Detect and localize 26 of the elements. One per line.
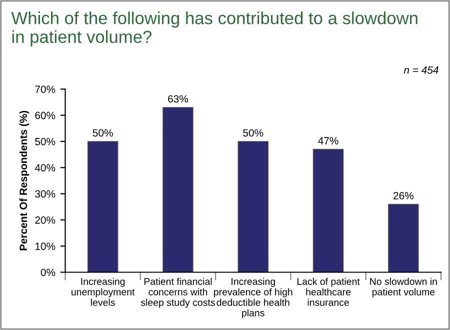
bar [312,148,344,272]
y-tick-label: 70% [35,86,56,93]
bar [162,107,194,272]
x-tick-label: Patient financial concerns with sleep study costs [140,278,215,308]
bar [87,141,118,272]
data-label: 63% [168,95,188,103]
x-tick-label: Lack of patient healthcare insurance [297,278,360,306]
bar [238,141,269,272]
data-label: 47% [318,137,338,144]
y-tick-label: 60% [35,112,56,120]
text: n = 454 [404,66,438,74]
data-label: 50% [243,129,264,137]
bar [388,204,419,272]
x-tick-label: Increasing unemployment levels [72,278,135,306]
x-tick-label: Increasing prevalence of high deductible health plans [214,278,292,318]
y-tick-label: 0% [40,268,56,276]
y-axis-title: Percent Of Respondents (%) [19,110,30,250]
data-label: 26% [394,192,414,200]
chart-title: Which of the following has contributed to a slowdown in patient volume? [11,12,418,46]
y-tick-label: 30% [35,190,56,198]
y-tick-label: 20% [35,216,56,224]
y-tick-label: 40% [34,164,56,172]
data-label: 50% [92,129,113,137]
y-tick-label: 10% [35,242,56,250]
x-tick-label: No slowdown in patient volume [370,278,437,298]
y-tick-label: 50% [35,138,56,146]
